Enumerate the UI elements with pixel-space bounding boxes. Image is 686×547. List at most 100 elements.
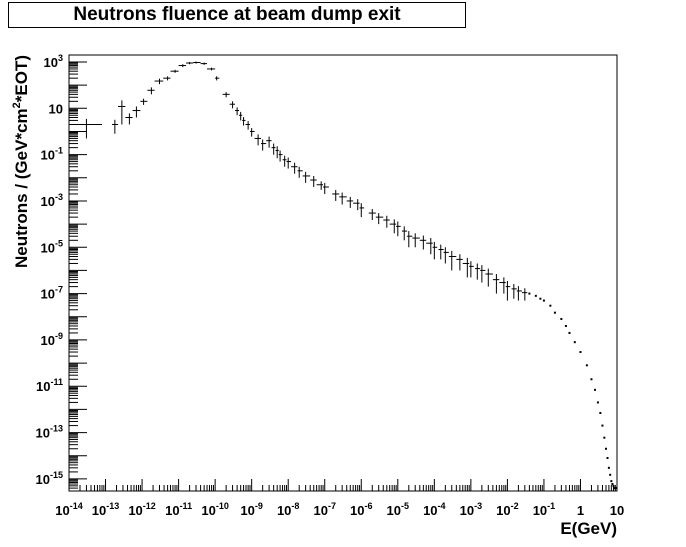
plot-frame [68,54,618,492]
data-point-errorbar [286,157,292,169]
data-point-dot [553,311,556,314]
y-tick-label: 10-3 [41,192,63,209]
data-point-errorbar [456,254,463,271]
y-tick-label: 103 [44,53,63,70]
data-point-dot [596,401,599,404]
data-point-dot [590,378,593,381]
data-point-errorbar [412,233,420,248]
data-point-errorbar [178,64,187,68]
data-point-errorbar [480,265,486,283]
data-point-errorbar [186,61,194,65]
x-tick-label: 10-2 [496,501,518,518]
data-point-errorbar [316,181,324,190]
x-tick-label: 10-14 [55,501,82,518]
data-point-dot [528,292,531,295]
data-point-errorbar [492,274,500,294]
data-point-errorbar [375,213,384,225]
y-tick-label: 10 [49,101,63,116]
y-tick-label: 10-13 [36,424,63,441]
x-tick-label: 10-5 [387,501,409,518]
data-point-errorbar [389,219,397,234]
data-point-errorbar [516,286,522,301]
x-tick-label: 10-1 [533,501,555,518]
data-point-errorbar [426,238,433,255]
data-point-dot [573,341,576,344]
data-point-errorbar [170,69,179,73]
data-point-errorbar [140,98,148,105]
data-point-errorbar [132,106,141,118]
data-point-errorbar [359,203,365,218]
data-point-errorbar [200,62,208,65]
data-point-errorbar [485,268,493,287]
data-point-errorbar [147,87,155,95]
data-point-errorbar [222,92,230,98]
data-point-dot [568,331,571,334]
data-point-errorbar [235,107,239,116]
data-point-errorbar [193,61,201,64]
data-point-dot [542,299,545,302]
data-point-errorbar [346,196,354,208]
y-tick-label: 10-1 [41,146,63,163]
data-point-dot [564,324,567,327]
x-tick-label: 10-10 [201,501,228,518]
data-point-errorbar [475,263,481,280]
data-point-errorbar [275,146,279,159]
x-axis-label: E(GeV) [560,519,617,538]
data-point-errorbar [163,76,171,81]
data-point-errorbar [125,113,133,125]
data-point-dot [539,297,542,300]
data-point-errorbar [238,111,243,121]
x-tick-label: 10-7 [313,501,335,518]
data-point-errorbar [278,150,283,162]
data-point-dot [603,436,606,439]
data-point-errorbar [282,155,287,167]
x-tick-label: 10-3 [460,501,482,518]
data-point-errorbar [302,171,311,183]
x-tick-label: 10-9 [240,501,262,518]
data-point-errorbar [438,244,444,260]
data-point-errorbar [245,121,250,130]
data-point-errorbar [401,226,408,241]
data-point-errorbar [118,100,126,125]
data-point-errorbar [521,288,528,301]
data-point-errorbar [154,78,164,85]
data-point-dot [599,411,602,414]
data-point-dot [594,388,597,391]
data-point-dot [560,317,563,320]
x-tick-label: 1 [577,503,584,518]
data-point-errorbar [383,215,390,228]
data-point-dot [585,364,588,367]
data-point-errorbar [448,250,457,271]
data-point-errorbar [511,283,517,299]
data-point-dot [601,424,604,427]
data-point-errorbar [407,231,413,248]
data-point-errorbar [291,162,298,174]
data-point-dot [534,294,537,297]
data-point-dot [610,480,613,483]
x-tick-label: 10-11 [165,501,192,518]
data-point-dot [611,483,614,486]
data-point-errorbar [249,128,255,137]
x-tick-label: 10-6 [350,501,372,518]
y-tick-label: 10-11 [36,377,63,394]
data-point-errorbar [505,280,511,301]
data-point-dot [606,456,609,459]
data-point-dot [549,304,552,307]
data-point-errorbar [443,247,449,264]
data-point-errorbar [266,136,272,148]
data-point-errorbar [353,199,360,211]
data-point-errorbar [310,175,317,187]
data-point-dot [579,351,582,354]
data-point-errorbar [368,208,376,221]
data-layer [69,61,618,490]
data-point-dot [605,447,608,450]
data-point-errorbar [229,101,236,109]
data-point-errorbar [396,221,401,237]
data-point-errorbar [469,261,474,278]
data-point-errorbar [271,143,276,155]
data-point-errorbar [432,241,438,260]
data-point-errorbar [207,67,216,71]
data-point-errorbar [242,117,246,126]
data-point-errorbar [419,235,427,250]
